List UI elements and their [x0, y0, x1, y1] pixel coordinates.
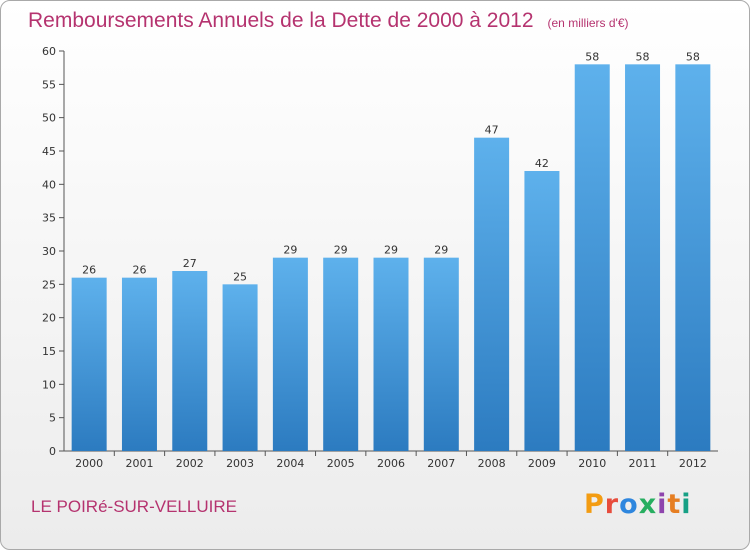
bar — [524, 171, 560, 451]
bar — [71, 277, 107, 451]
y-tick-label: 10 — [42, 378, 56, 391]
bar-value-label: 58 — [636, 50, 650, 63]
bar-value-label: 26 — [82, 264, 96, 277]
x-tick-label: 2003 — [226, 457, 254, 470]
y-tick-label: 5 — [49, 412, 56, 425]
bar-value-label: 47 — [485, 124, 499, 137]
bar-value-label: 25 — [233, 270, 247, 283]
bar — [675, 64, 711, 452]
chart-title: Remboursements Annuels de la Dette de 20… — [28, 9, 629, 33]
bar-value-label: 29 — [434, 244, 448, 257]
logo-letter: i — [657, 489, 668, 520]
chart-title-text: Remboursements Annuels de la Dette de 20… — [28, 9, 534, 32]
bar-value-label: 29 — [334, 244, 348, 257]
y-tick-label: 15 — [42, 345, 56, 358]
x-tick-label: 2005 — [327, 457, 355, 470]
y-tick-label: 0 — [49, 445, 56, 458]
x-tick-label: 2012 — [679, 457, 707, 470]
y-tick-label: 55 — [42, 78, 56, 91]
x-tick-label: 2010 — [578, 457, 606, 470]
x-tick-label: 2000 — [75, 457, 103, 470]
bar-value-label: 27 — [183, 257, 197, 270]
x-tick-label: 2008 — [478, 457, 506, 470]
logo-letter: i — [681, 489, 692, 520]
logo-letter: r — [604, 489, 620, 520]
bar-value-label: 42 — [535, 157, 549, 170]
y-tick-label: 35 — [42, 212, 56, 225]
x-tick-label: 2004 — [276, 457, 304, 470]
x-tick-label: 2001 — [125, 457, 153, 470]
logo-letter: o — [619, 489, 639, 520]
x-tick-label: 2007 — [427, 457, 455, 470]
logo-letter: t — [667, 489, 682, 520]
x-tick-label: 2006 — [377, 457, 405, 470]
y-tick-label: 45 — [42, 145, 56, 158]
bar-value-label: 26 — [132, 264, 146, 277]
y-tick-label: 30 — [42, 245, 56, 258]
proxiti-logo[interactable]: Proxiti — [584, 489, 692, 520]
x-tick-label: 2002 — [176, 457, 204, 470]
bar-value-label: 58 — [585, 50, 599, 63]
bar — [121, 277, 157, 451]
bar-value-label: 29 — [283, 244, 297, 257]
bar — [625, 64, 661, 452]
bar — [423, 257, 459, 451]
bar — [373, 257, 409, 451]
bar-value-label: 29 — [384, 244, 398, 257]
y-tick-label: 25 — [42, 278, 56, 291]
commune-name: LE POIRé-SUR-VELLUIRE — [31, 497, 237, 516]
bar — [222, 284, 258, 451]
bar-value-label: 58 — [686, 50, 700, 63]
bar — [474, 137, 510, 451]
x-tick-label: 2011 — [629, 457, 657, 470]
y-tick-label: 50 — [42, 112, 56, 125]
y-tick-label: 40 — [42, 178, 56, 191]
bar — [272, 257, 308, 451]
chart-subtitle: (en milliers d'€) — [547, 16, 629, 30]
bar — [323, 257, 359, 451]
logo-letter: x — [638, 489, 658, 520]
x-tick-label: 2009 — [528, 457, 556, 470]
logo-letter: P — [584, 489, 605, 520]
y-tick-label: 60 — [42, 45, 56, 58]
y-tick-label: 20 — [42, 312, 56, 325]
bar — [574, 64, 610, 452]
bar — [172, 271, 208, 451]
